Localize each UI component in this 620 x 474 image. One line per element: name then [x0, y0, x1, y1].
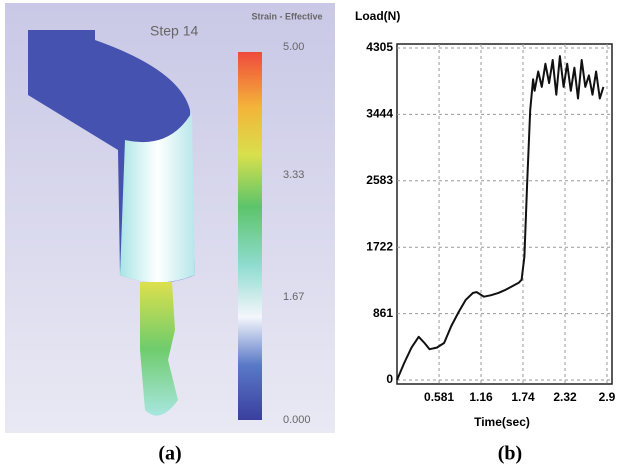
x-tick-label: 2.9: [599, 390, 616, 404]
x-tick-label: 1.74: [511, 390, 535, 404]
y-tick-label: 1722: [366, 239, 393, 253]
figure: Step 14 Strain - Effective (a) Load(N) T…: [0, 0, 620, 474]
caption: (b): [498, 443, 522, 465]
x-axis-label: Time(sec): [474, 415, 530, 429]
colorbar-tick-label: 5.00: [283, 41, 304, 53]
colorbar-label: Strain - Effective: [251, 11, 322, 21]
y-axis-label: Load(N): [355, 9, 400, 23]
x-tick-label: 1.16: [469, 390, 493, 404]
load-line: [397, 56, 603, 380]
y-tick-label: 2583: [366, 173, 393, 187]
y-tick-label: 0: [386, 372, 393, 386]
colorbar: [238, 52, 262, 420]
y-tick-label: 3444: [366, 107, 393, 121]
simulation-panel: Step 14 Strain - Effective (a): [5, 3, 335, 465]
y-tick-label: 861: [373, 306, 393, 320]
colorbar-tick-label: 3.33: [283, 169, 304, 181]
colorbar-tick-label: 1.67: [283, 291, 304, 303]
x-tick-label: 0.581: [424, 390, 454, 404]
plot-frame: [397, 44, 612, 384]
caption: (a): [158, 443, 181, 465]
sim-title: Step 14: [150, 23, 198, 39]
y-tick-label: 4305: [366, 40, 393, 54]
x-tick-label: 2.32: [553, 390, 577, 404]
colorbar-tick-label: 0.000: [283, 414, 311, 426]
